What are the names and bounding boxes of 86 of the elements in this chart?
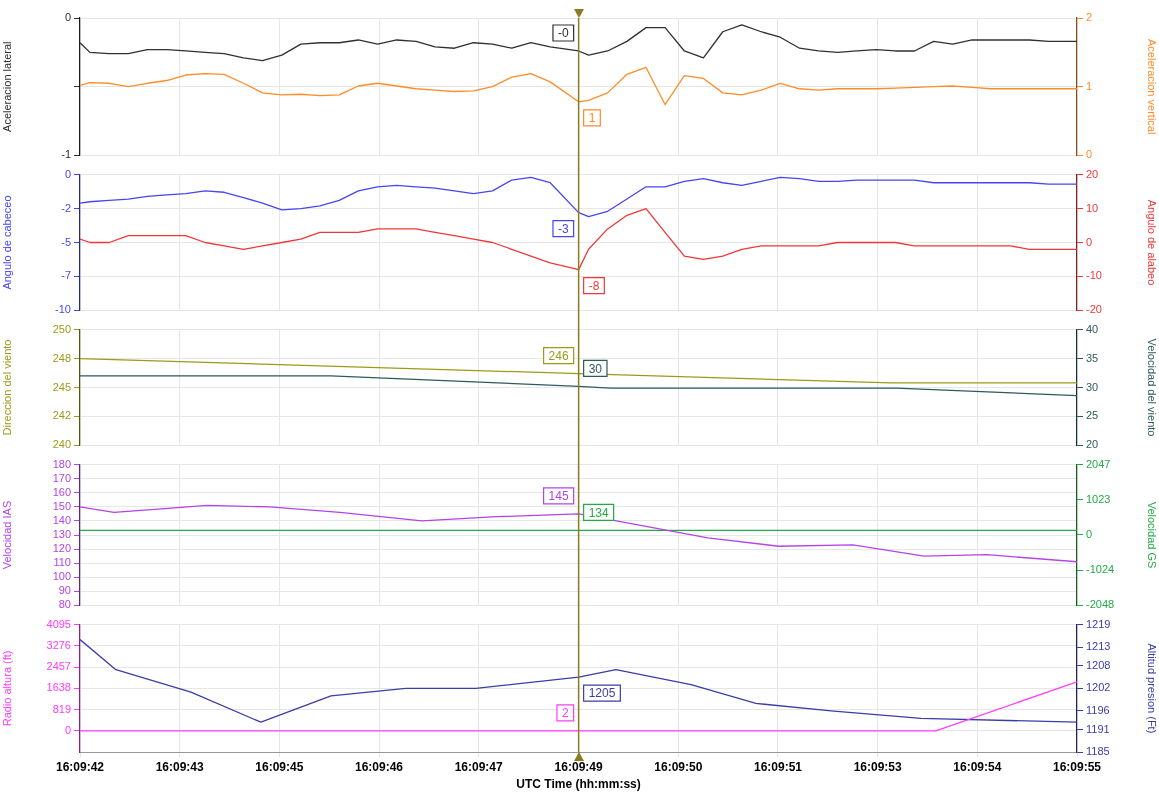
y-tick-label: 120 — [52, 542, 71, 555]
data-label: 134 — [588, 505, 609, 520]
x-tick-label: 16:09:46 — [354, 759, 404, 774]
y-tick-label: -7 — [61, 269, 71, 282]
y2-tick-label: 0 — [1086, 148, 1093, 161]
x-tick-label: 16:09:50 — [654, 759, 703, 774]
y2-tick-label: 30 — [1086, 380, 1099, 393]
y2-tick-label: 1208 — [1086, 658, 1111, 671]
y-tick-label: 140 — [52, 513, 71, 526]
y-axis-title: Angulo de cabeceo — [0, 195, 13, 290]
x-tick-label: 16:09:42 — [55, 759, 105, 774]
y-tick-label: 100 — [52, 570, 71, 583]
y-tick-label: 90 — [58, 584, 71, 597]
y-tick-label: 0 — [64, 11, 71, 24]
y2-tick-label: 1219 — [1086, 617, 1111, 630]
y-tick-label: 160 — [52, 485, 71, 498]
y-tick-label: 4095 — [46, 617, 71, 630]
y-tick-label: 819 — [52, 702, 71, 715]
y2-axis-title: Velocidad GS — [1146, 501, 1159, 569]
y2-tick-label: 0 — [1086, 235, 1093, 248]
y-tick-label: -10 — [55, 303, 71, 316]
y2-tick-label: -20 — [1086, 303, 1102, 316]
x-tick-label: 16:09:51 — [753, 759, 803, 774]
data-label: 145 — [548, 489, 569, 504]
y2-tick-label: 1191 — [1086, 722, 1110, 735]
x-axis-title: UTC Time (hh:mm:ss) — [516, 777, 641, 792]
y2-tick-label: -2048 — [1086, 598, 1115, 611]
x-tick-label: 16:09:53 — [853, 759, 902, 774]
data-label: 1205 — [588, 686, 616, 701]
y2-tick-label: 1213 — [1086, 640, 1111, 653]
y-axis-title: Direccion del viento — [0, 339, 13, 436]
data-label: -3 — [557, 221, 569, 236]
y-tick-label: -1 — [61, 148, 71, 161]
y-tick-label: 80 — [58, 598, 71, 611]
y2-tick-label: 1185 — [1086, 745, 1110, 758]
y-tick-label: 130 — [52, 528, 71, 541]
y-tick-label: 240 — [52, 438, 71, 451]
data-label: 246 — [548, 348, 569, 363]
y-axis-title: Aceleracion lateral — [0, 41, 13, 132]
y-tick-label: 2457 — [46, 660, 71, 673]
y2-tick-label: 0 — [1086, 528, 1093, 541]
data-label: -0 — [557, 26, 569, 41]
x-tick-label: 16:09:49 — [554, 759, 603, 774]
y-axis-title: Radio altura (ft) — [0, 650, 13, 727]
y2-axis-title: Velocidad del viento — [1146, 338, 1159, 437]
y-tick-label: 150 — [52, 499, 71, 512]
x-tick-label: 16:09:45 — [255, 759, 304, 774]
y2-tick-label: 1 — [1086, 79, 1093, 92]
data-label: -8 — [588, 278, 600, 293]
y2-tick-label: 10 — [1086, 201, 1099, 214]
y2-tick-label: 1196 — [1086, 703, 1110, 716]
y-tick-label: 250 — [52, 322, 71, 335]
data-label: 30 — [588, 361, 603, 376]
data-label: 1 — [588, 111, 596, 126]
y-tick-label: -5 — [61, 235, 71, 248]
x-tick-label: 16:09:47 — [454, 759, 504, 774]
y2-tick-label: 1202 — [1086, 681, 1111, 694]
y2-axis-title: Altitud presion (Ft) — [1146, 643, 1159, 734]
y-axis-title: Velocidad IAS — [0, 500, 13, 570]
y-tick-label: 245 — [52, 380, 71, 393]
y-tick-label: 170 — [52, 471, 71, 484]
y2-tick-label: 20 — [1086, 438, 1099, 451]
y2-tick-label: 2 — [1086, 11, 1093, 24]
x-tick-label: 16:09:54 — [953, 759, 1002, 774]
y-tick-label: 248 — [52, 351, 71, 364]
y2-tick-label: 40 — [1086, 322, 1099, 335]
y2-tick-label: 2047 — [1086, 457, 1111, 470]
x-tick-label: 16:09:43 — [155, 759, 205, 774]
y2-tick-label: -1024 — [1086, 563, 1115, 576]
y-tick-label: 0 — [64, 167, 71, 180]
y2-tick-label: -10 — [1086, 269, 1102, 282]
y2-axis-title: Angulo de alabeo — [1146, 199, 1159, 286]
y2-tick-label: 25 — [1086, 409, 1099, 422]
y-tick-label: 0 — [64, 723, 71, 736]
y-tick-label: 180 — [52, 457, 71, 470]
data-label: 2 — [561, 706, 569, 721]
y-tick-label: -2 — [61, 201, 71, 214]
y-tick-label: 1638 — [46, 681, 71, 694]
y2-tick-label: 20 — [1086, 167, 1099, 180]
y-tick-label: 3276 — [46, 638, 71, 651]
y2-tick-label: 35 — [1086, 351, 1099, 364]
y-tick-label: 242 — [52, 409, 71, 422]
y2-axis-title: Aceleracion vertical — [1146, 39, 1159, 135]
y-tick-label: 110 — [53, 556, 71, 569]
y2-tick-label: 1023 — [1086, 492, 1111, 505]
x-tick-label: 16:09:55 — [1052, 759, 1102, 774]
